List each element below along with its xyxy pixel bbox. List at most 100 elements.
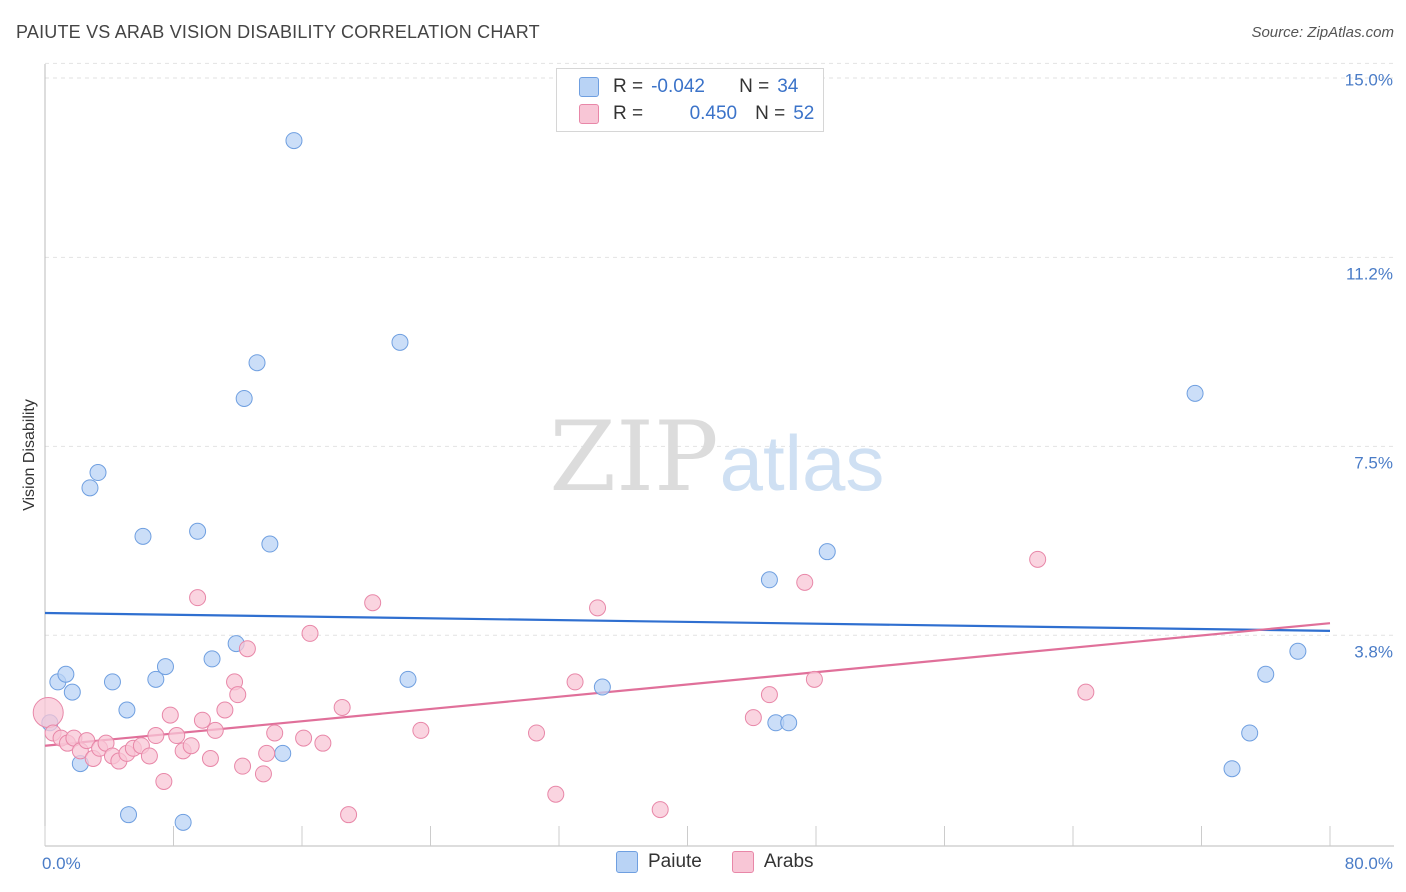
point-arabs [651,801,669,819]
bottom-legend-swatch-arabs [731,851,754,873]
legend-n-label: N = [755,103,786,124]
legend-row-paiute: R = -0.042 N = 34 [579,74,798,100]
point-arabs [238,640,256,658]
point-paiute [134,527,152,545]
chart-title: PAIUTE VS ARAB VISION DISABILITY CORRELA… [16,22,540,42]
point-arabs [193,711,211,729]
point-paiute [274,744,292,762]
point-paiute [63,683,81,701]
point-paiute [103,673,121,691]
point-paiute [780,714,798,732]
point-arabs [547,785,565,803]
y-tick-label: 15.0% [1345,70,1393,89]
y-axis-label: Vision Disability [21,399,38,511]
point-paiute [261,535,279,553]
point-arabs [189,589,207,607]
point-paiute [1223,760,1241,778]
point-arabs [589,599,607,617]
watermark-zip: ZIP [549,401,718,513]
bottom-legend-arabs: Arabs [731,851,814,873]
bottom-legend-paiute: Paiute [616,851,702,873]
point-arabs [168,727,186,745]
bottom-legend: Paiute Arabs [616,851,844,873]
legend-swatch-arabs [579,104,599,124]
point-arabs [1077,683,1095,701]
legend: R = -0.042 N = 34 R = 0.450 N = 52 [556,68,824,132]
point-paiute [1289,642,1307,660]
point-arabs [266,724,284,742]
point-paiute [399,670,417,688]
legend-n-label: N = [739,76,770,97]
point-arabs [301,624,319,642]
point-arabs [78,732,96,750]
chart-source: Source: ZipAtlas.com [1251,24,1394,41]
watermark: ZIP atlas [549,401,884,513]
legend-n-value: 34 [777,76,799,97]
point-arabs [201,750,219,768]
point-paiute [391,333,409,351]
point-paiute [81,479,99,497]
point-paiute [57,665,75,683]
point-paiute [189,522,207,540]
point-arabs [760,686,778,704]
legend-r-label: R = [613,103,644,124]
point-paiute [235,389,253,407]
point-arabs [32,697,64,729]
trend-line-paiute [44,611,1331,632]
legend-swatch-paiute [579,77,599,97]
point-arabs [182,737,200,755]
point-arabs [234,757,252,775]
point-arabs [229,686,247,704]
y-tick-label: 7.5% [1354,453,1393,472]
watermark-atlas: atlas [720,419,885,507]
point-arabs [796,573,814,591]
point-arabs [258,744,276,762]
legend-row-arabs: R = 0.450 N = 52 [579,101,814,127]
grid-lines [45,62,1394,636]
legend-r-label: R = [613,76,644,97]
data-points [32,132,1307,831]
point-arabs [744,709,762,727]
x-tick-label-min: 0.0% [42,854,81,873]
point-paiute [760,571,778,589]
point-arabs [566,673,584,691]
point-arabs [528,724,546,742]
point-arabs [147,727,165,745]
point-arabs [161,706,179,724]
point-arabs [206,721,224,739]
y-tick-label: 11.2% [1346,264,1393,283]
legend-r-value: -0.042 [651,76,705,97]
point-paiute [1186,384,1204,402]
point-paiute [593,678,611,696]
point-paiute [156,658,174,676]
point-paiute [1257,665,1275,683]
legend-n-value: 52 [793,103,815,124]
point-paiute [248,354,266,372]
point-paiute [118,701,136,719]
point-arabs [314,734,332,752]
bottom-legend-label-paiute: Paiute [648,851,702,872]
point-paiute [1241,724,1259,742]
tick-labels: 3.8% 7.5% 11.2% 15.0% 0.0% 80.0% [42,70,1393,873]
bottom-legend-label-arabs: Arabs [763,851,814,872]
point-paiute [89,464,107,482]
x-tick-label-max: 80.0% [1345,854,1393,873]
point-arabs [295,729,313,747]
point-arabs [155,772,173,790]
point-paiute [818,543,836,561]
trend-line-arabs [44,622,1331,747]
point-arabs [216,701,234,719]
point-paiute [203,650,221,668]
point-arabs [805,670,823,688]
point-arabs [364,594,382,612]
point-arabs [333,698,351,716]
legend-r-value: 0.450 [689,103,738,124]
point-paiute [147,670,165,688]
point-arabs [412,721,430,739]
y-tick-label: 3.8% [1354,642,1393,661]
point-arabs [1029,550,1047,568]
axes [44,64,1394,847]
point-paiute [285,132,303,150]
trend-lines [44,611,1331,747]
